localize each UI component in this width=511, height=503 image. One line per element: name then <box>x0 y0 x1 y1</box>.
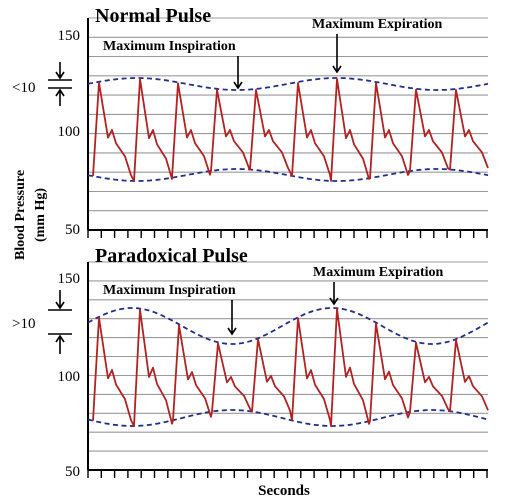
normal-inspiration-arrow <box>233 56 243 90</box>
paradoxical-pulse-title: Paradoxical Pulse <box>95 245 248 267</box>
normal-x-ticks <box>87 230 488 238</box>
paradoxical-tick-100: 100 <box>58 369 81 385</box>
paradoxical-diff-arrow-up <box>55 334 65 354</box>
normal-difference-label: <10 <box>12 80 35 96</box>
normal-expiration-label: Maximum Expiration <box>312 17 442 32</box>
normal-upper-envelope <box>87 77 489 91</box>
y-axis-label-line1: Blood Pressure <box>13 170 28 260</box>
paradoxical-expiration-label: Maximum Expiration <box>313 265 443 280</box>
paradoxical-inspiration-label: Maximum Inspiration <box>103 283 236 298</box>
paradoxical-tick-50: 50 <box>65 464 80 480</box>
paradoxical-inspiration-arrow <box>227 300 237 336</box>
paradoxical-expiration-arrow <box>329 282 339 306</box>
normal-expiration-arrow <box>332 34 342 74</box>
paradoxical-upper-envelope <box>87 307 489 345</box>
normal-diff-arrow-down <box>55 62 65 80</box>
x-axis-label: Seconds <box>258 483 310 499</box>
paradoxical-pulse-waveform <box>92 308 489 427</box>
normal-pulse-title: Normal Pulse <box>95 5 211 27</box>
normal-tick-150: 150 <box>58 28 81 44</box>
y-axis-label-line2: (mm Hg) <box>33 188 48 242</box>
normal-inspiration-label: Maximum Inspiration <box>103 39 236 54</box>
normal-pulse-panel: 150 100 50 Normal Pulse Maximum Inspirat… <box>12 5 489 238</box>
paradoxical-pulse-panel: 150 100 50 Paradoxical Pulse Maximum Ins… <box>12 245 489 480</box>
normal-diff-arrow-up <box>55 88 65 106</box>
normal-tick-100: 100 <box>58 124 81 140</box>
normal-pulse-waveform <box>92 78 489 182</box>
paradoxical-difference-label: >10 <box>12 316 35 332</box>
normal-tick-50: 50 <box>65 222 80 238</box>
paradoxical-x-ticks <box>87 470 488 478</box>
normal-lower-envelope <box>87 168 489 182</box>
paradoxical-lower-envelope <box>87 409 489 427</box>
paradoxical-diff-arrow-down <box>55 290 65 310</box>
paradoxical-tick-150: 150 <box>58 271 81 287</box>
